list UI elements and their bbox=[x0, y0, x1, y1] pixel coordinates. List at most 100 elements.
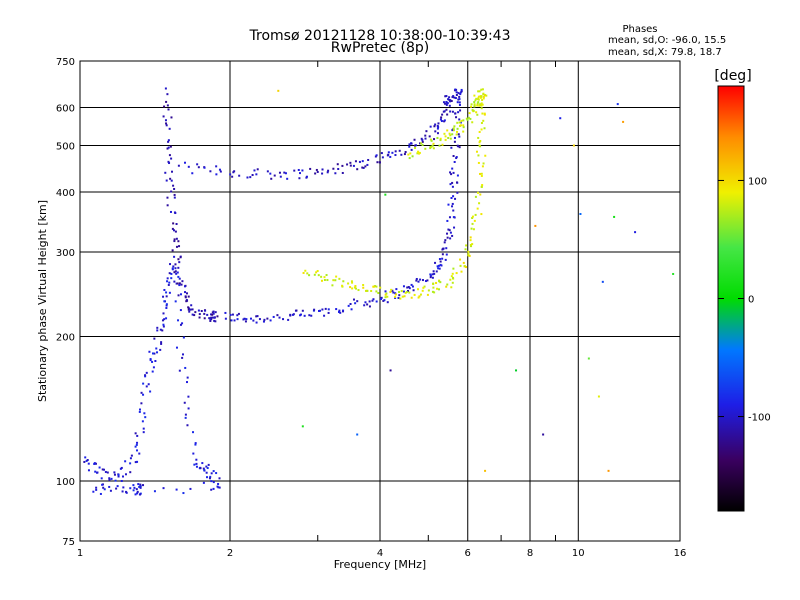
data-point bbox=[177, 294, 180, 297]
data-point bbox=[137, 483, 140, 486]
data-point bbox=[429, 125, 432, 128]
data-point bbox=[188, 308, 191, 311]
data-point bbox=[129, 487, 132, 490]
data-point bbox=[480, 122, 483, 125]
data-point bbox=[471, 215, 474, 218]
data-point bbox=[224, 311, 227, 314]
data-point bbox=[186, 376, 189, 379]
data-point bbox=[269, 172, 272, 175]
data-point bbox=[414, 146, 417, 149]
data-point bbox=[206, 313, 209, 316]
data-point bbox=[151, 370, 154, 373]
data-point bbox=[418, 151, 421, 154]
data-point bbox=[203, 312, 206, 315]
data-point bbox=[316, 170, 319, 173]
data-point bbox=[321, 308, 324, 311]
data-point bbox=[471, 216, 474, 219]
data-point bbox=[238, 174, 241, 177]
data-point bbox=[133, 486, 136, 489]
data-point bbox=[144, 416, 147, 419]
data-point bbox=[124, 473, 127, 476]
data-point bbox=[427, 289, 430, 292]
data-point bbox=[456, 121, 459, 124]
data-point bbox=[162, 323, 165, 326]
data-point bbox=[202, 481, 205, 484]
data-point bbox=[349, 303, 352, 306]
data-point bbox=[452, 267, 455, 270]
data-point bbox=[432, 282, 435, 285]
data-point bbox=[480, 174, 483, 177]
data-point bbox=[205, 471, 208, 474]
data-point bbox=[477, 90, 480, 93]
data-point bbox=[438, 144, 441, 147]
data-point bbox=[451, 234, 454, 237]
data-point bbox=[366, 303, 369, 306]
data-point bbox=[477, 101, 480, 104]
data-point bbox=[352, 164, 355, 167]
data-point bbox=[170, 277, 173, 280]
data-point bbox=[321, 168, 324, 171]
data-point bbox=[375, 300, 378, 303]
info-heading: Phases bbox=[622, 24, 657, 35]
data-point bbox=[456, 127, 459, 130]
data-point bbox=[460, 90, 463, 93]
data-point bbox=[355, 287, 358, 290]
data-point bbox=[444, 258, 447, 261]
data-point bbox=[424, 280, 427, 283]
data-point bbox=[436, 287, 439, 290]
data-point bbox=[347, 282, 350, 285]
data-point bbox=[334, 279, 337, 282]
data-point bbox=[252, 319, 255, 322]
data-point bbox=[326, 171, 329, 174]
data-point bbox=[162, 325, 165, 328]
data-point bbox=[168, 291, 171, 294]
data-point bbox=[272, 315, 275, 318]
data-point bbox=[450, 286, 453, 289]
data-point bbox=[184, 366, 187, 369]
data-point bbox=[192, 452, 195, 455]
data-point bbox=[153, 352, 156, 355]
data-point bbox=[166, 147, 169, 150]
data-point bbox=[249, 176, 252, 179]
data-point bbox=[187, 407, 190, 410]
data-point bbox=[479, 96, 482, 99]
data-point bbox=[445, 253, 448, 256]
data-point bbox=[387, 151, 390, 154]
data-point bbox=[173, 271, 176, 274]
data-point bbox=[434, 123, 437, 126]
data-point bbox=[370, 290, 373, 293]
data-point bbox=[462, 124, 465, 127]
data-point bbox=[145, 385, 148, 388]
data-point bbox=[454, 97, 457, 100]
data-point bbox=[173, 255, 176, 258]
data-point bbox=[457, 111, 460, 114]
data-point bbox=[209, 318, 212, 321]
data-point bbox=[143, 412, 146, 415]
data-point bbox=[356, 300, 359, 303]
data-point bbox=[423, 285, 426, 288]
data-point bbox=[194, 311, 197, 314]
data-point bbox=[171, 170, 174, 173]
data-point bbox=[459, 124, 462, 127]
data-point bbox=[229, 313, 232, 316]
data-point bbox=[381, 156, 384, 159]
data-point bbox=[462, 261, 465, 264]
data-point bbox=[278, 316, 281, 319]
data-point bbox=[93, 462, 96, 465]
data-point bbox=[163, 105, 166, 108]
data-point bbox=[444, 95, 447, 98]
data-point bbox=[467, 116, 470, 119]
data-point bbox=[165, 122, 168, 125]
data-point bbox=[173, 193, 176, 196]
data-point bbox=[455, 272, 458, 275]
data-point bbox=[407, 153, 410, 156]
data-point bbox=[354, 285, 357, 288]
data-point bbox=[167, 139, 170, 142]
data-point bbox=[206, 467, 209, 470]
data-point bbox=[95, 486, 98, 489]
data-point bbox=[211, 313, 214, 316]
data-point bbox=[341, 284, 344, 287]
data-point bbox=[101, 468, 104, 471]
data-point bbox=[104, 470, 107, 473]
data-point bbox=[188, 310, 191, 313]
